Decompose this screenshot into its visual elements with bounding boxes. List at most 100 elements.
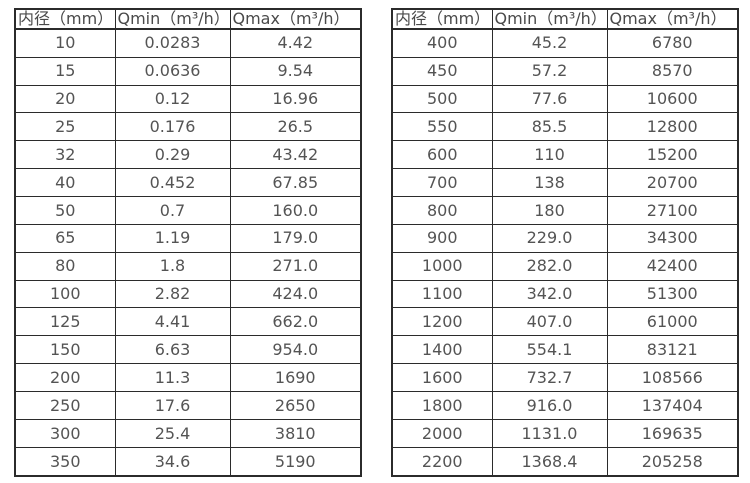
qmin-cell: 1.8 (114, 251, 231, 281)
table-row: 1200 407.0 61000 (391, 307, 739, 337)
diameter-cell: 1200 (391, 307, 493, 337)
table-row: 1100 342.0 51300 (391, 279, 739, 309)
table-row: 300 25.4 3810 (14, 418, 362, 448)
qmin-cell: 85.5 (491, 112, 608, 142)
table-row: 600 110 15200 (391, 140, 739, 170)
qmax-cell: 5190 (229, 446, 362, 477)
qmax-cell: 34300 (606, 223, 739, 253)
table-row: 800 180 27100 (391, 196, 739, 225)
diameter-cell: 40 (14, 168, 116, 197)
diameter-cell: 150 (14, 335, 116, 365)
qmax-cell: 51300 (606, 279, 739, 309)
qmin-cell: 180 (491, 196, 608, 225)
qmax-cell: 9.54 (229, 56, 362, 86)
qmax-cell: 137404 (606, 391, 739, 420)
qmax-cell: 160.0 (229, 196, 362, 225)
qmax-cell: 26.5 (229, 112, 362, 142)
qmax-cell: 662.0 (229, 307, 362, 337)
qmax-cell: 20700 (606, 168, 739, 197)
diameter-cell: 100 (14, 279, 116, 309)
qmax-cell: 10600 (606, 84, 739, 114)
column-header-diameter: 内径（mm） (391, 8, 493, 30)
diameter-cell: 700 (391, 168, 493, 197)
qmin-cell: 1131.0 (491, 418, 608, 448)
qmax-cell: 271.0 (229, 251, 362, 281)
diameter-cell: 1400 (391, 335, 493, 365)
table-row: 125 4.41 662.0 (14, 307, 362, 337)
table-row: 32 0.29 43.42 (14, 140, 362, 170)
flow-table-small-diameter-header: 内径（mm） Qmin（m³/h） Qmax（m³/h） (14, 8, 362, 30)
column-header-qmin: Qmin（m³/h） (491, 8, 608, 30)
qmax-cell: 205258 (606, 446, 739, 477)
qmin-cell: 11.3 (114, 363, 231, 393)
column-header-diameter: 内径（mm） (14, 8, 116, 30)
qmin-cell: 45.2 (491, 28, 608, 58)
diameter-cell: 900 (391, 223, 493, 253)
diameter-cell: 600 (391, 140, 493, 170)
table-row: 350 34.6 5190 (14, 446, 362, 477)
qmin-cell: 0.7 (114, 196, 231, 225)
diameter-cell: 200 (14, 363, 116, 393)
flow-table-large-diameter: 内径（mm） Qmin（m³/h） Qmax（m³/h） 400 45.2 6780 45… (391, 8, 739, 477)
qmax-cell: 15200 (606, 140, 739, 170)
table-row: 20 0.12 16.96 (14, 84, 362, 114)
qmin-cell: 0.176 (114, 112, 231, 142)
table-row: 150 6.63 954.0 (14, 335, 362, 365)
column-header-qmax: Qmax（m³/h） (606, 8, 739, 30)
qmin-cell: 1368.4 (491, 446, 608, 477)
diameter-cell: 2200 (391, 446, 493, 477)
column-header-qmin: Qmin（m³/h） (114, 8, 231, 30)
table-row: 80 1.8 271.0 (14, 251, 362, 281)
flow-table-large-diameter-header: 内径（mm） Qmin（m³/h） Qmax（m³/h） (391, 8, 739, 30)
qmax-cell: 424.0 (229, 279, 362, 309)
diameter-cell: 1100 (391, 279, 493, 309)
table-row: 2000 1131.0 169635 (391, 418, 739, 448)
table-row: 1600 732.7 108566 (391, 363, 739, 393)
qmin-cell: 0.12 (114, 84, 231, 114)
table-row: 400 45.2 6780 (391, 28, 739, 58)
qmax-cell: 1690 (229, 363, 362, 393)
diameter-cell: 800 (391, 196, 493, 225)
header-row: 内径（mm） Qmin（m³/h） Qmax（m³/h） (14, 8, 362, 30)
diameter-cell: 25 (14, 112, 116, 142)
qmin-cell: 57.2 (491, 56, 608, 86)
table-row: 40 0.452 67.85 (14, 168, 362, 197)
table-row: 50 0.7 160.0 (14, 196, 362, 225)
qmin-cell: 0.452 (114, 168, 231, 197)
table-row: 15 0.0636 9.54 (14, 56, 362, 86)
qmin-cell: 732.7 (491, 363, 608, 393)
diameter-cell: 350 (14, 446, 116, 477)
qmin-cell: 916.0 (491, 391, 608, 420)
table-row: 10 0.0283 4.42 (14, 28, 362, 58)
qmax-cell: 27100 (606, 196, 739, 225)
qmax-cell: 4.42 (229, 28, 362, 58)
flow-table-small-diameter-body: 10 0.0283 4.42 15 0.0636 9.54 20 0.12 16.96 25 0.1… (14, 28, 362, 477)
diameter-cell: 32 (14, 140, 116, 170)
table-row: 200 11.3 1690 (14, 363, 362, 393)
table-row: 250 17.6 2650 (14, 391, 362, 420)
diameter-cell: 550 (391, 112, 493, 142)
qmin-cell: 34.6 (114, 446, 231, 477)
diameter-cell: 2000 (391, 418, 493, 448)
table-row: 500 77.6 10600 (391, 84, 739, 114)
flow-table-large-diameter-body: 400 45.2 6780 450 57.2 8570 500 77.6 10600 550 85.… (391, 28, 739, 477)
column-header-qmax: Qmax（m³/h） (229, 8, 362, 30)
flow-table-small-diameter: 内径（mm） Qmin（m³/h） Qmax（m³/h） 10 0.0283 4.42 1… (14, 8, 362, 477)
diameter-cell: 15 (14, 56, 116, 86)
qmax-cell: 8570 (606, 56, 739, 86)
qmin-cell: 0.0283 (114, 28, 231, 58)
qmax-cell: 6780 (606, 28, 739, 58)
qmax-cell: 16.96 (229, 84, 362, 114)
table-row: 550 85.5 12800 (391, 112, 739, 142)
qmax-cell: 42400 (606, 251, 739, 281)
qmax-cell: 61000 (606, 307, 739, 337)
qmax-cell: 43.42 (229, 140, 362, 170)
qmin-cell: 4.41 (114, 307, 231, 337)
qmax-cell: 12800 (606, 112, 739, 142)
qmax-cell: 83121 (606, 335, 739, 365)
qmin-cell: 1.19 (114, 223, 231, 253)
diameter-cell: 80 (14, 251, 116, 281)
table-row: 900 229.0 34300 (391, 223, 739, 253)
qmin-cell: 229.0 (491, 223, 608, 253)
